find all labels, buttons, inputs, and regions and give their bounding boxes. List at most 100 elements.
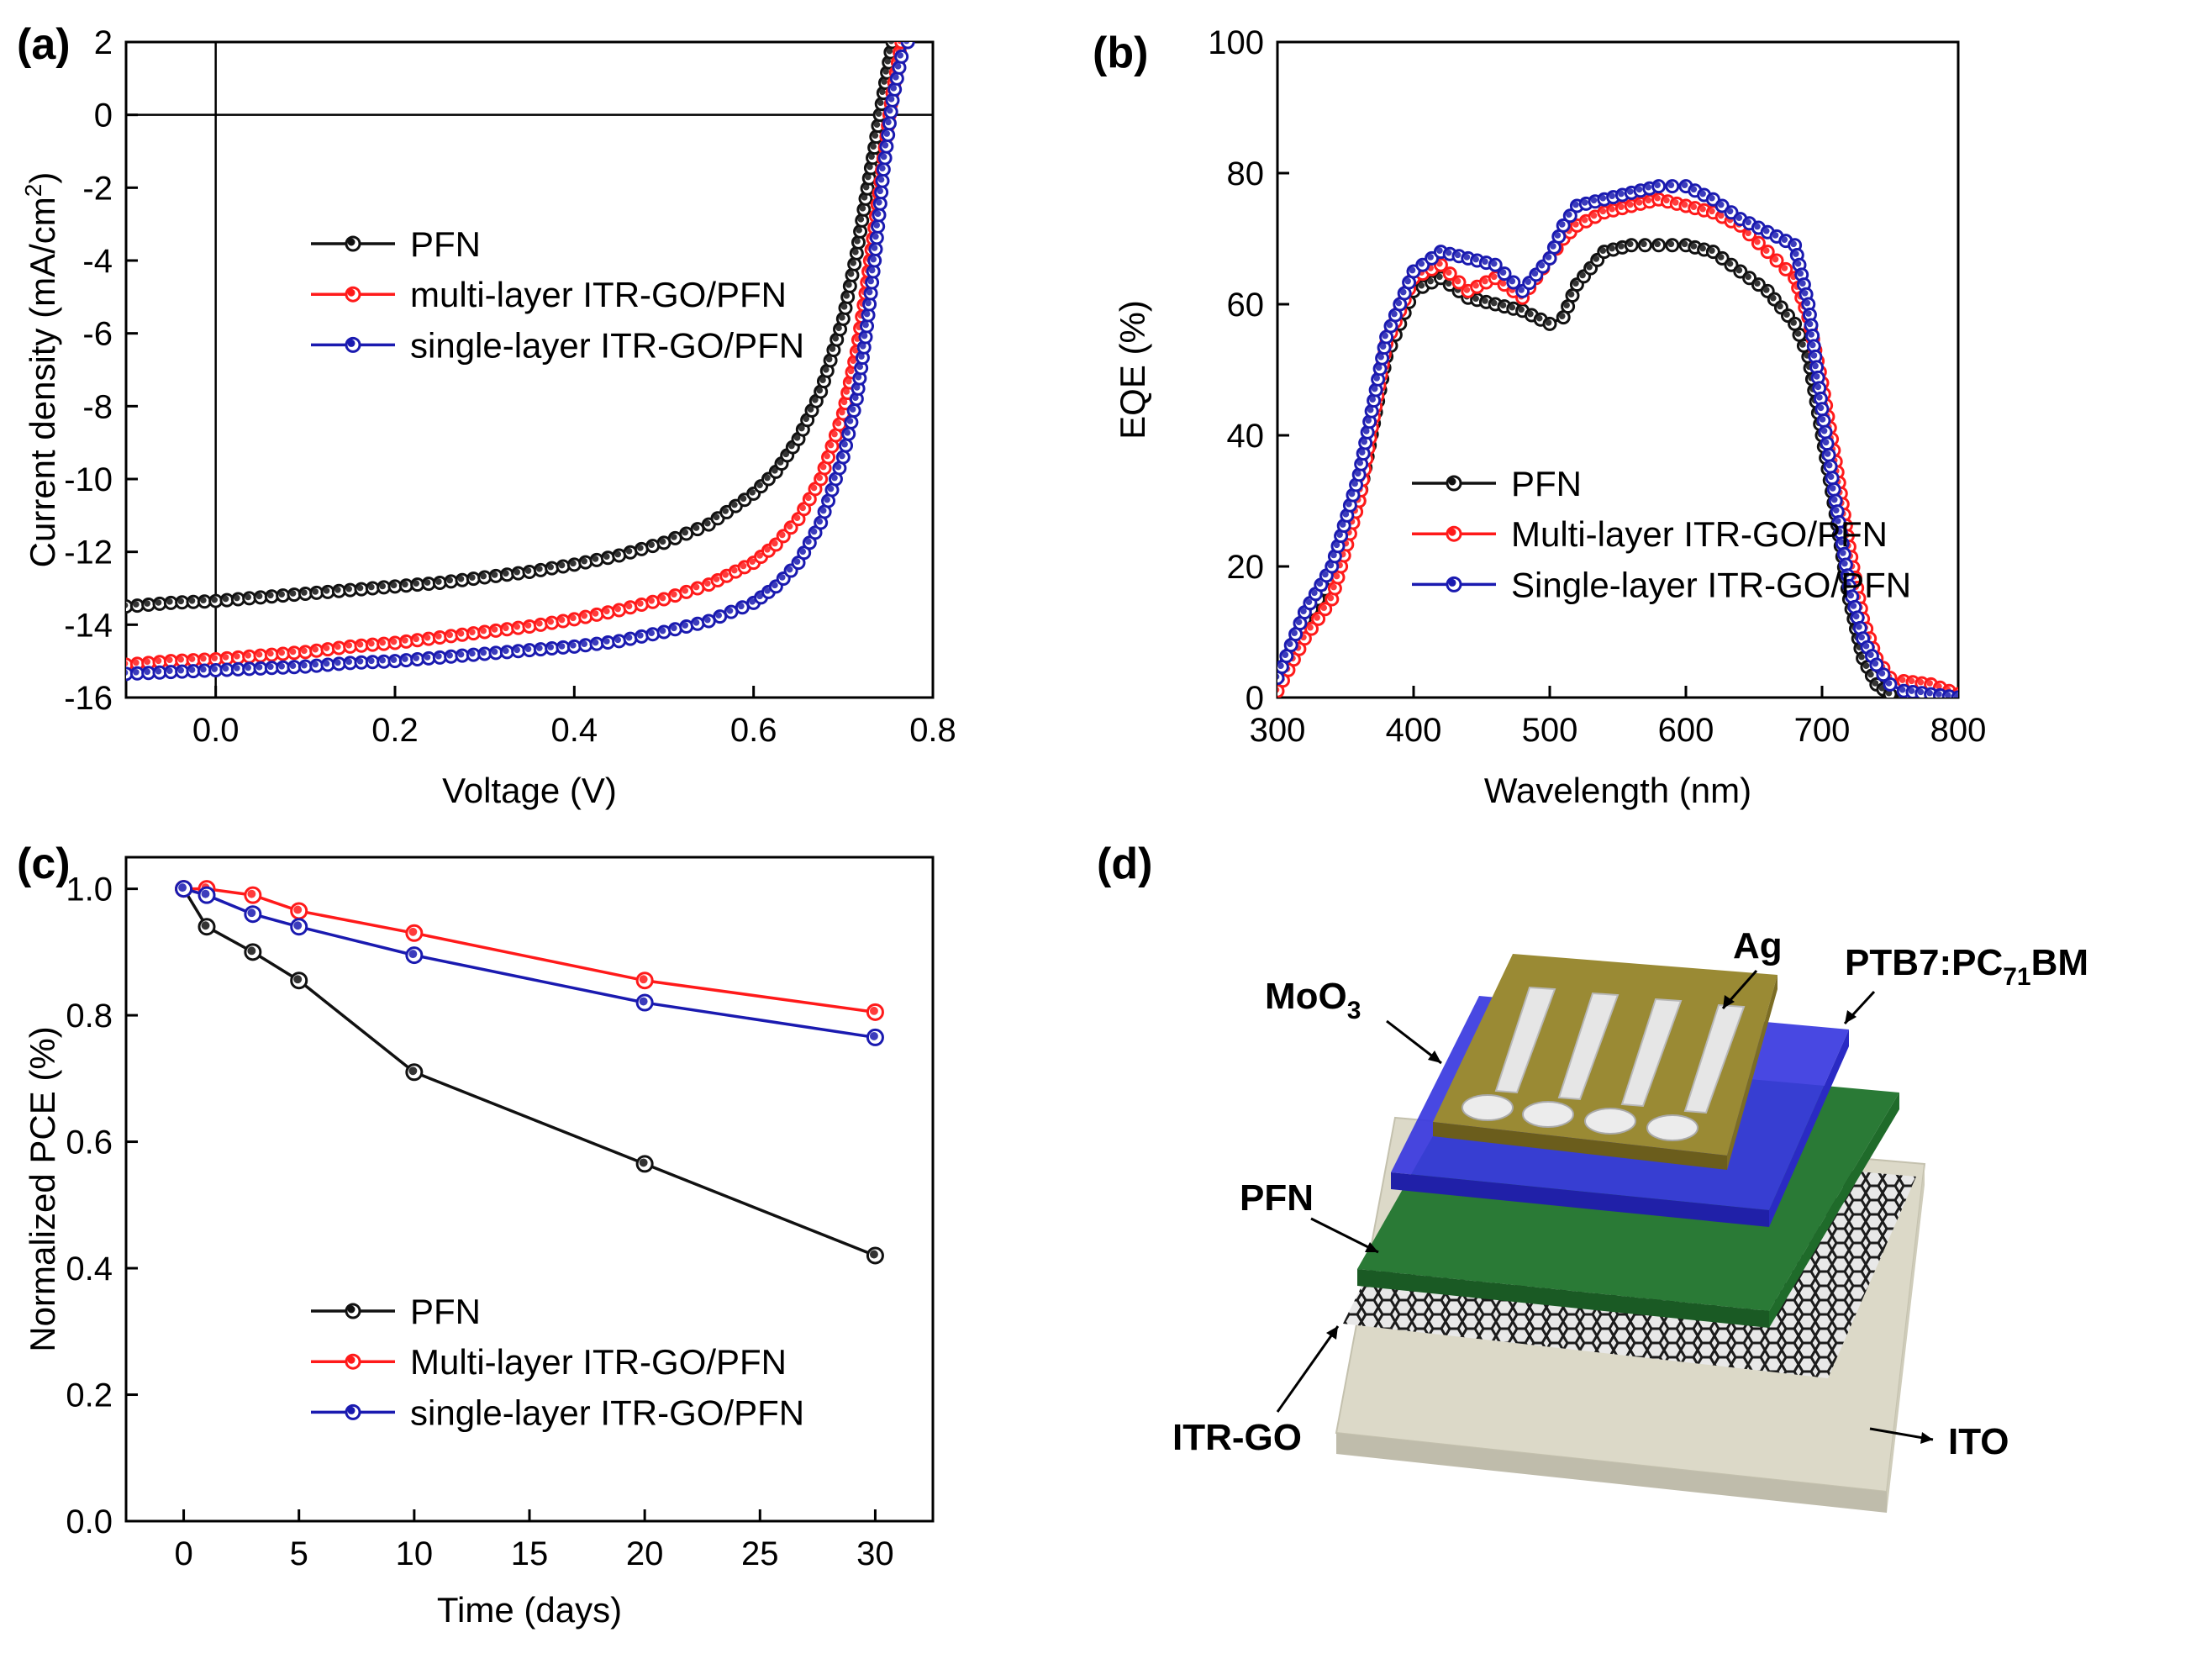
point-fill-b-2-77	[1735, 214, 1743, 221]
point-fill-a-2-104	[887, 95, 895, 103]
point-fill-a-1-3	[155, 657, 162, 665]
point-fill-a-0-45	[625, 547, 633, 555]
y-tick-label-b-0: 0	[1246, 680, 1264, 717]
legend-label-a-1: multi-layer ITR-GO/PFN	[410, 275, 787, 314]
point-fill-a-2-67	[819, 507, 827, 514]
point-fill-a-2-50	[682, 622, 689, 629]
point-fill-a-2-52	[703, 616, 711, 624]
point-fill-b-2-38	[1404, 277, 1411, 285]
point-fill-b-2-91	[1806, 320, 1814, 328]
point-fill-b-0-61	[1609, 245, 1615, 252]
point-fill-b-2-58	[1558, 221, 1566, 228]
point-fill-b-2-44	[1454, 251, 1462, 259]
label-ptb7: PTB7:PC71BM	[1843, 942, 2088, 1025]
point-fill-b-2-0	[1277, 673, 1280, 680]
point-fill-a-1-18	[323, 645, 330, 651]
y-tick-label-a-5: -6	[82, 316, 113, 353]
point-fill-a-1-41	[581, 612, 588, 619]
point-fill-a-2-23	[379, 656, 387, 664]
point-fill-a-2-30	[457, 650, 465, 658]
point-fill-a-0-28	[434, 578, 442, 585]
legend-label-b-2: Single-layer ITR-GO/PFN	[1511, 565, 1911, 604]
y-tick-label-a-4: -8	[82, 388, 113, 425]
point-fill-b-0-77	[1769, 294, 1777, 302]
point-fill-a-1-0	[126, 660, 129, 667]
point-fill-c-1-6	[869, 1006, 878, 1015]
legend-entry-c-1: Multi-layer ITR-GO/PFN	[311, 1342, 787, 1382]
point-fill-b-2-46	[1472, 255, 1479, 263]
point-fill-a-2-55	[737, 603, 745, 610]
point-fill-a-2-84	[862, 321, 869, 329]
point-fill-b-2-34	[1386, 321, 1393, 329]
point-fill-b-0-58	[1586, 263, 1593, 271]
point-fill-b-2-73	[1699, 190, 1706, 197]
point-fill-a-0-92	[870, 143, 877, 150]
point-fill-a-0-65	[798, 424, 805, 432]
point-fill-b-2-102	[1822, 439, 1830, 446]
point-fill-a-2-100	[882, 141, 889, 149]
point-fill-a-2-9	[222, 665, 229, 672]
point-fill-b-2-23	[1361, 438, 1368, 445]
point-fill-b-2-84	[1792, 250, 1799, 257]
point-fill-a-2-98	[878, 165, 886, 172]
point-fill-b-2-41	[1427, 254, 1434, 261]
point-fill-a-0-12	[255, 592, 263, 600]
y-tick-label-c-5: 1.0	[66, 871, 113, 908]
point-fill-b-2-111	[1837, 539, 1845, 546]
point-fill-b-2-35	[1391, 310, 1398, 318]
point-fill-a-1-68	[819, 463, 827, 471]
point-fill-b-2-6	[1300, 608, 1307, 614]
point-fill-b-2-32	[1379, 343, 1387, 350]
point-fill-b-1-69	[1663, 197, 1670, 204]
x-tick-label-c-6: 30	[856, 1535, 894, 1572]
point-fill-a-0-102	[887, 42, 895, 45]
point-fill-a-1-63	[793, 514, 801, 522]
y-tick-label-b-1: 20	[1227, 549, 1265, 586]
point-fill-b-1-126	[1936, 682, 1942, 690]
point-fill-a-1-28	[434, 633, 442, 640]
point-fill-b-2-37	[1399, 288, 1407, 296]
point-fill-c-2-1	[201, 889, 210, 898]
point-fill-a-2-17	[312, 661, 319, 668]
point-fill-a-2-31	[468, 650, 476, 657]
point-fill-a-1-42	[592, 610, 599, 617]
point-fill-a-1-78	[850, 357, 857, 364]
y-tick-label-b-3: 60	[1227, 287, 1265, 324]
point-fill-a-2-48	[659, 627, 666, 635]
point-fill-a-1-15	[289, 648, 297, 656]
point-fill-a-1-12	[255, 650, 263, 658]
point-fill-a-2-39	[558, 643, 566, 650]
point-fill-c-0-1	[201, 921, 210, 930]
point-fill-a-1-47	[648, 597, 656, 604]
plot-frame-a	[124, 40, 935, 699]
point-fill-b-1-8	[1320, 604, 1328, 612]
point-fill-a-2-29	[446, 651, 454, 659]
point-fill-a-2-3	[155, 667, 162, 675]
point-fill-b-2-47	[1482, 258, 1488, 265]
point-fill-a-0-101	[886, 47, 893, 55]
point-fill-a-2-74	[844, 429, 851, 436]
point-fill-a-2-82	[859, 342, 866, 350]
point-fill-a-2-6	[188, 666, 196, 673]
x-tick-label-c-0: 0	[174, 1535, 192, 1572]
x-tick-label-b-5: 800	[1930, 712, 1987, 749]
point-fill-a-0-62	[782, 450, 790, 458]
point-fill-a-1-37	[535, 619, 543, 627]
point-fill-a-2-15	[289, 662, 297, 670]
point-fill-b-2-43	[1445, 249, 1452, 256]
point-fill-b-2-53	[1531, 270, 1539, 277]
point-fill-a-0-72	[825, 355, 833, 363]
point-fill-a-1-2	[144, 658, 151, 666]
point-fill-a-0-18	[323, 587, 330, 594]
chart-c-stability: 0 5 10 15 20 25 30 0.0 0.2 0.4 0.6 0.8 1.0 Time (days…	[23, 856, 935, 1630]
point-fill-b-2-116	[1847, 592, 1854, 599]
point-fill-c-2-4	[408, 950, 418, 959]
point-fill-a-2-95	[875, 198, 882, 206]
point-fill-a-0-73	[829, 345, 836, 352]
point-fill-a-2-34	[502, 647, 509, 655]
point-fill-b-2-60	[1572, 201, 1579, 208]
panel-label-c: (c)	[17, 840, 71, 888]
point-fill-b-0-49	[1518, 306, 1525, 313]
label-ag: Ag	[1721, 925, 1783, 1009]
point-fill-b-1-61	[1590, 212, 1598, 219]
